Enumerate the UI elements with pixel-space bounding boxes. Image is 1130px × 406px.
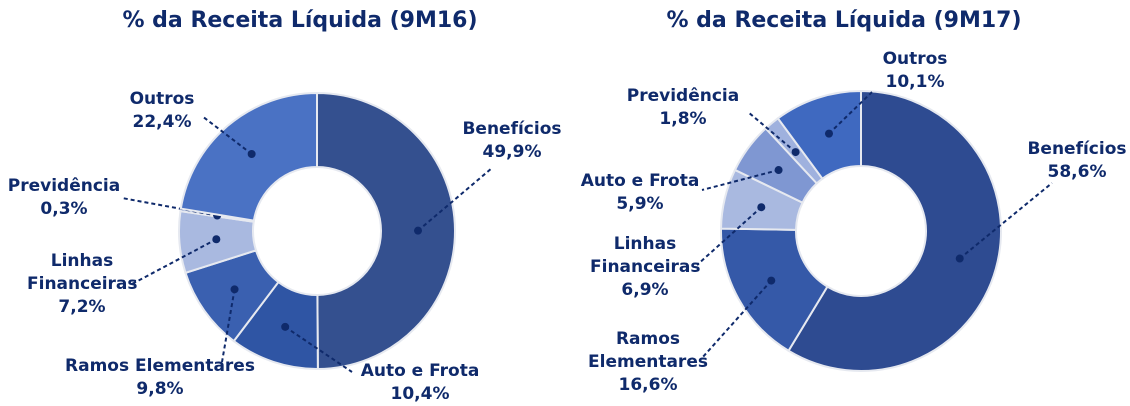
leader-line (959, 182, 1053, 260)
value-label: 22,4% (132, 112, 192, 132)
value-label: 49,9% (482, 142, 542, 162)
value-label: 5,9% (616, 194, 664, 214)
value-label: 10,1% (885, 72, 945, 92)
category-label: Benefícios (462, 119, 562, 139)
value-label: 58,6% (1047, 162, 1107, 182)
leader-dot (757, 203, 766, 212)
slice-label: Ramos Elementares 9,8% (60, 355, 260, 401)
slice-label: Benefícios 58,6% (1017, 138, 1130, 184)
category-label: Ramos Elementares (588, 329, 708, 372)
value-label: 7,2% (58, 297, 106, 317)
slice-label: Benefícios 49,9% (452, 118, 572, 164)
leader-line (828, 91, 873, 135)
leader-dot (824, 129, 833, 138)
leader-dot (230, 285, 239, 294)
leader-dot (281, 322, 290, 331)
category-label: Linhas Financeiras (590, 234, 701, 277)
value-label: 6,9% (621, 280, 669, 300)
leader-line (701, 169, 779, 191)
leader-line (747, 111, 797, 153)
leader-line (201, 115, 253, 155)
leader-dot (774, 166, 783, 175)
value-label: 10,4% (390, 384, 450, 404)
leader-dot (767, 276, 776, 285)
value-label: 0,3% (40, 199, 88, 219)
category-label: Linhas Financeiras (27, 251, 138, 294)
category-label: Previdência (626, 86, 740, 106)
leader-dot (212, 235, 221, 244)
slice-label: Auto e Frota 10,4% (355, 360, 485, 406)
leader-line (696, 206, 762, 266)
donut-slice (316, 91, 456, 371)
leader-line (417, 167, 493, 232)
donut-slice (776, 89, 862, 181)
category-label: Auto e Frota (580, 171, 700, 191)
leader-line (701, 279, 773, 359)
slice-label: Outros 22,4% (122, 88, 202, 134)
category-label: Outros (129, 89, 195, 109)
leader-line (131, 238, 217, 285)
leader-dot (791, 148, 800, 157)
category-label: Ramos Elementares (65, 356, 255, 376)
leader-dot (247, 149, 256, 158)
slice-label: Previdência 0,3% (4, 175, 124, 221)
slice-label: Outros 10,1% (875, 48, 955, 94)
leader-line (221, 289, 236, 363)
value-label: 16,6% (618, 375, 678, 395)
leader-dot (955, 254, 964, 263)
slice-label: Linhas Financeiras 7,2% (27, 250, 138, 319)
chart-title: % da Receita Líquida (9M16) (122, 8, 478, 33)
category-label: Benefícios (1027, 139, 1127, 159)
slice-label: Previdência 1,8% (618, 85, 748, 131)
category-label: Outros (882, 49, 948, 69)
value-label: 1,8% (659, 109, 707, 129)
leader-dot (413, 226, 422, 235)
chart-title: % da Receita Líquida (9M17) (666, 8, 1022, 33)
value-label: 9,8% (136, 379, 184, 399)
slice-label: Linhas Financeiras 6,9% (590, 233, 701, 302)
category-label: Previdência (7, 176, 121, 196)
category-label: Auto e Frota (360, 361, 480, 381)
donut-slice (787, 89, 1002, 372)
slice-label: Ramos Elementares 16,6% (583, 328, 713, 397)
slice-label: Auto e Frota 5,9% (575, 170, 705, 216)
